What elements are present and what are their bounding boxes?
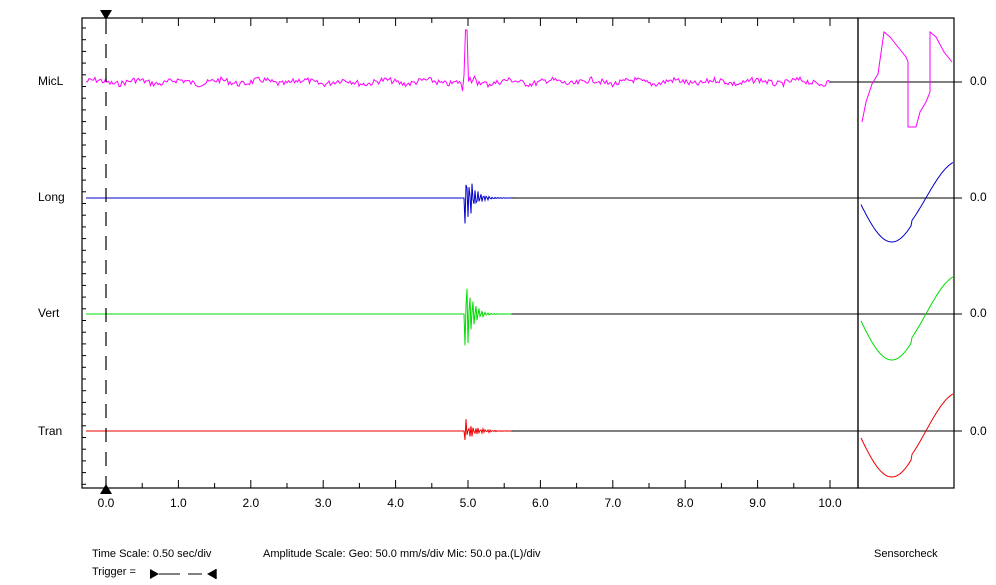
trigger-label: Trigger =: [92, 566, 136, 578]
time-scale-text: Time Scale: 0.50 sec/div: [92, 548, 212, 560]
trace-tran: [86, 419, 830, 440]
channel-value-micl: 0.0: [970, 74, 987, 88]
x-tick-label: 3.0: [315, 496, 332, 510]
x-tick-label: 1.0: [170, 496, 187, 510]
channel-value-long: 0.0: [970, 190, 987, 204]
sensor-trace-tran: [860, 393, 954, 478]
channel-label-micl: MicL: [38, 74, 64, 88]
channel-label-tran: Tran: [38, 424, 63, 438]
x-tick-label: 10.0: [818, 496, 842, 510]
sensor-trace-vert: [860, 276, 954, 361]
sensorcheck-label: Sensorcheck: [874, 548, 938, 560]
trace-long: [86, 183, 830, 224]
x-tick-label: 4.0: [387, 496, 404, 510]
trace-vert: [86, 288, 830, 346]
sensor-trace-micl: [861, 30, 953, 128]
x-tick-label: 0.0: [98, 496, 115, 510]
plot-frame: [81, 17, 859, 489]
x-tick-label: 5.0: [460, 496, 477, 510]
x-tick-label: 2.0: [242, 496, 259, 510]
channel-value-tran: 0.0: [970, 424, 987, 438]
trigger-legend-icon: [150, 569, 217, 579]
trace-micl: [86, 29, 831, 92]
trigger-marker-top: [100, 10, 112, 20]
x-tick-label: 6.0: [532, 496, 549, 510]
sensorcheck-frame: [857, 17, 955, 489]
channel-value-vert: 0.0: [970, 306, 987, 320]
x-tick-label: 9.0: [749, 496, 766, 510]
x-tick-label: 7.0: [604, 496, 621, 510]
channel-label-vert: Vert: [38, 306, 60, 320]
x-tick-label: 8.0: [677, 496, 694, 510]
sensor-trace-long: [860, 162, 954, 243]
trigger-marker-bottom: [100, 484, 112, 494]
channel-label-long: Long: [38, 190, 65, 204]
amplitude-scale-text: Amplitude Scale: Geo: 50.0 mm/s/div Mic:…: [263, 548, 541, 560]
